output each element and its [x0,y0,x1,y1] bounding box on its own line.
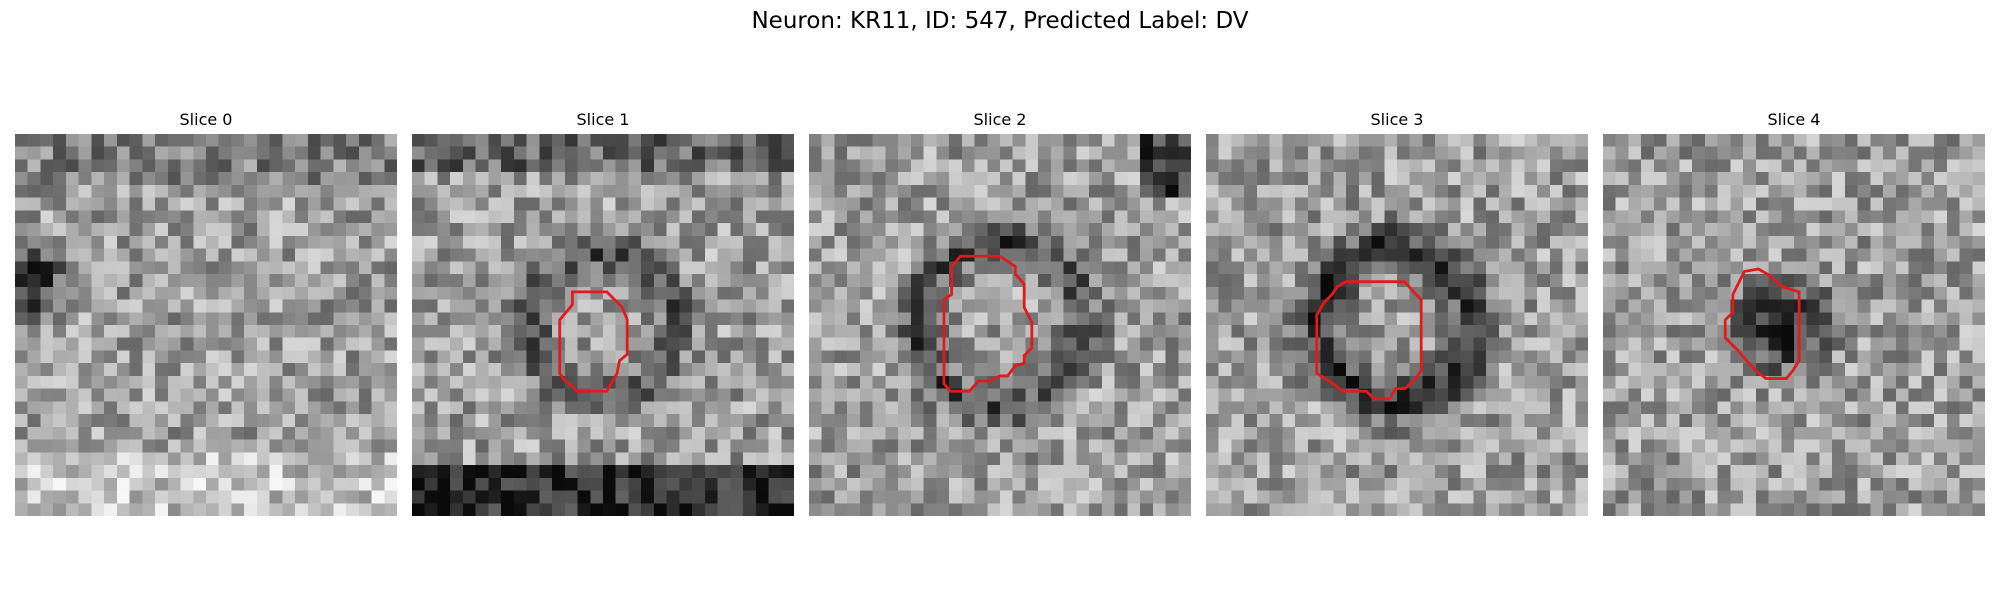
slice-0-title: Slice 0 [179,110,233,129]
slice-3-image [1206,134,1588,516]
slice-1-title: Slice 1 [576,110,630,129]
slice-0-image [15,134,397,516]
slice-2-image [809,134,1191,516]
slice-4-roi-outline [1723,267,1801,380]
slice-4-image [1603,134,1985,516]
slice-1-roi-outline [558,290,629,393]
slice-4-title: Slice 4 [1767,110,1821,129]
figure-title: Neuron: KR11, ID: 547, Predicted Label: … [751,8,1249,34]
slice-3-title: Slice 3 [1370,110,1424,129]
slice-2-title: Slice 2 [973,110,1027,129]
slice-1-image [412,134,794,516]
slice-2-roi-outline [942,254,1034,393]
slice-3-roi-outline [1315,280,1423,401]
